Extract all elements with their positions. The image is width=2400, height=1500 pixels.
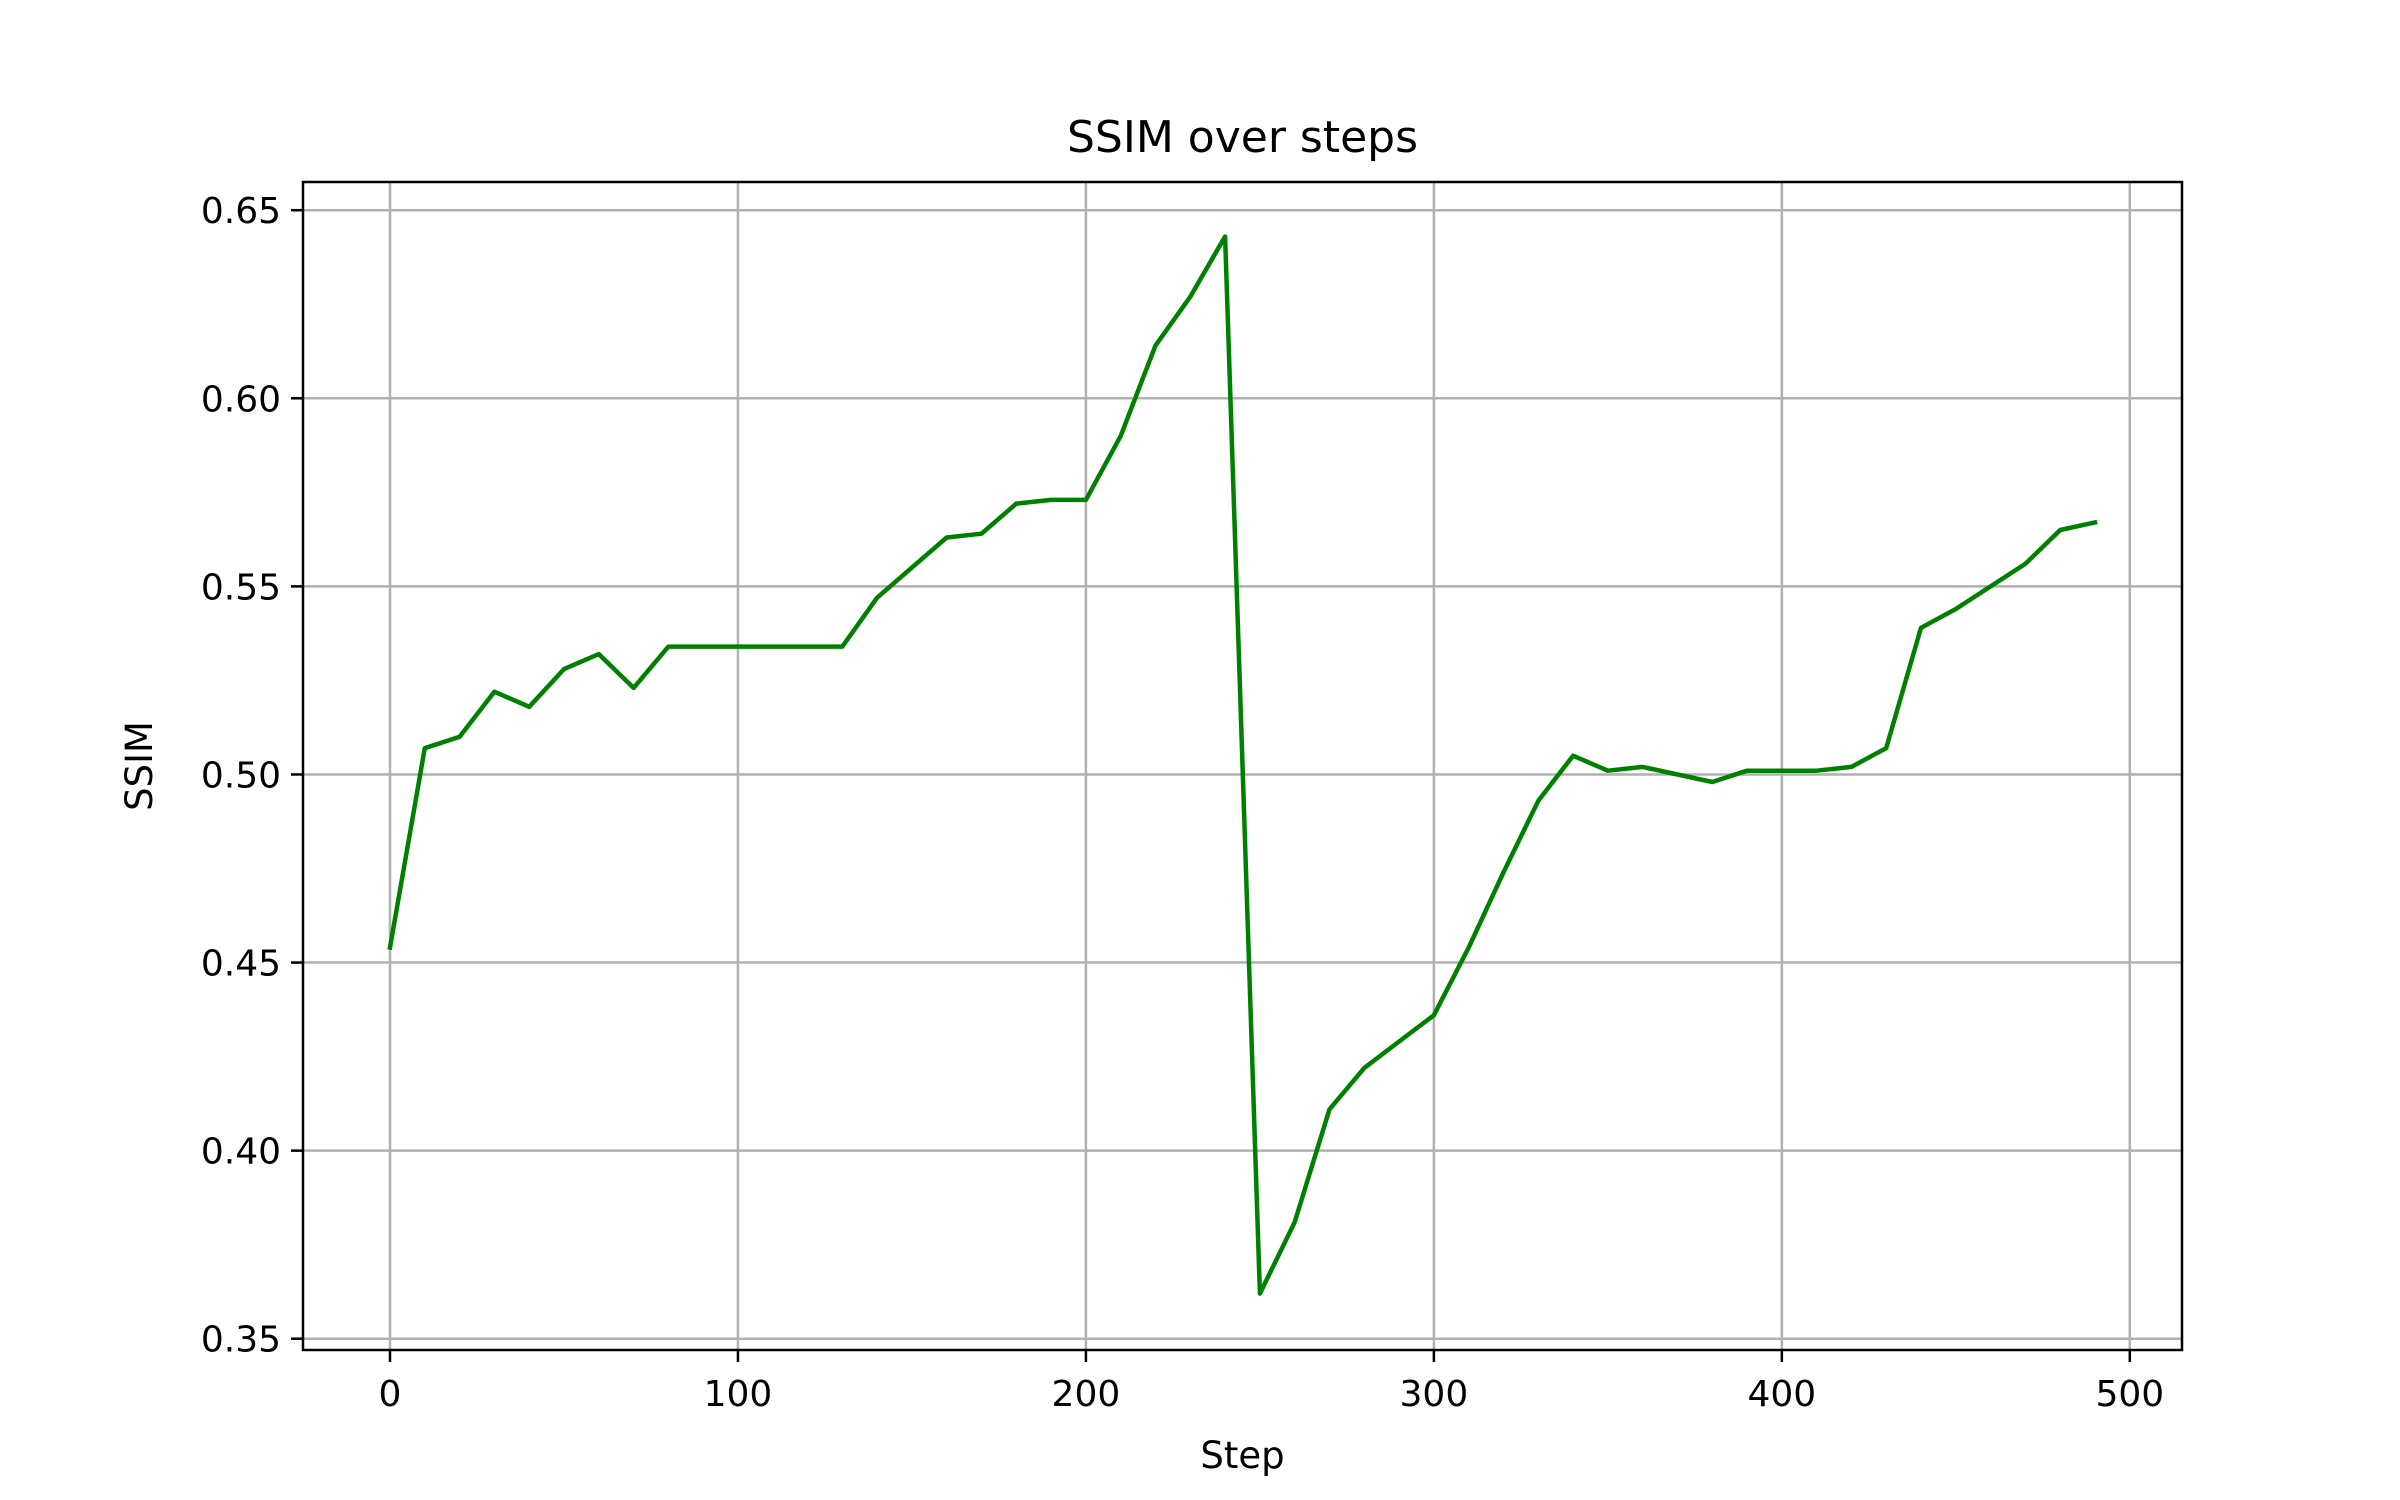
x-tick-label: 400 bbox=[1747, 1374, 1816, 1415]
y-axis-label: SSIM bbox=[118, 721, 161, 811]
y-tick-label: 0.60 bbox=[201, 379, 281, 420]
grid bbox=[303, 182, 2182, 1350]
y-tick-label: 0.50 bbox=[201, 755, 281, 796]
y-tick-label: 0.45 bbox=[201, 944, 281, 985]
chart-title: SSIM over steps bbox=[1067, 112, 1418, 163]
x-tick-label: 100 bbox=[704, 1374, 773, 1415]
x-tick-label: 200 bbox=[1052, 1374, 1121, 1415]
y-tick-label: 0.55 bbox=[201, 567, 281, 608]
series-line bbox=[387, 234, 2098, 1296]
x-tick-label: 300 bbox=[1400, 1374, 1469, 1415]
x-tick-label: 0 bbox=[379, 1374, 402, 1415]
x-tick-label: 500 bbox=[2095, 1374, 2164, 1415]
y-tick-label: 0.35 bbox=[201, 1320, 281, 1361]
y-tick-label: 0.40 bbox=[201, 1132, 281, 1173]
plot-frame bbox=[301, 180, 2184, 1352]
series-layer bbox=[387, 234, 2098, 1296]
x-axis-label: Step bbox=[1200, 1434, 1284, 1477]
y-tick-label: 0.65 bbox=[201, 191, 281, 232]
y-axis: 0.35 0.40 0.45 0.50 0.55 0.60 0.65 bbox=[201, 191, 303, 1361]
x-axis: 0 100 200 300 400 500 bbox=[379, 1350, 2164, 1415]
